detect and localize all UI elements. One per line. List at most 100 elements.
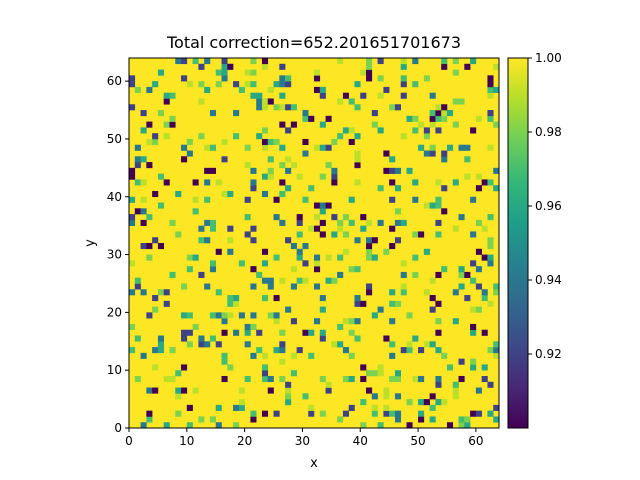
heatmap-cell [296,231,303,238]
heatmap-cell [325,144,332,151]
heatmap-cell [273,81,280,88]
heatmap-cell [169,219,176,226]
heatmap-cell [169,115,176,122]
heatmap-cell [366,283,373,290]
heatmap-cell [192,387,199,394]
heatmap-cell [215,69,222,76]
heatmap-cell [435,271,442,278]
heatmap-cell [186,341,193,348]
heatmap-cell [273,295,280,302]
heatmap-cell [337,323,344,331]
heatmap-cell [446,144,454,151]
heatmap-cell [204,58,211,65]
heatmap-cell [441,185,448,192]
y-tick-label: 50 [107,132,122,146]
heatmap-cell [314,283,321,290]
heatmap-cell [215,312,222,319]
heatmap-cell [325,387,332,394]
y-tick-label: 60 [107,74,122,88]
heatmap-cell [348,375,355,383]
heatmap-cell [400,219,407,226]
heatmap-cell [441,63,448,70]
heatmap-cell [209,110,217,117]
heatmap-cell [157,243,164,250]
heatmap-cell [285,387,292,394]
heatmap-cell [441,352,448,359]
heatmap-cell [337,416,344,423]
heatmap-cell [331,231,338,238]
heatmap-cell [221,75,228,82]
heatmap-cell [458,358,465,365]
heatmap-cell [157,335,164,342]
heatmap-cell [389,179,396,186]
heatmap-cell [250,352,257,359]
heatmap-cell [435,399,442,406]
heatmap-cell [475,306,482,313]
heatmap-cell [129,167,136,174]
heatmap-cell [129,347,136,354]
heatmap-cell [319,295,326,302]
heatmap-cell [360,225,367,232]
heatmap-cell [273,410,280,417]
heatmap-cell [423,248,430,255]
heatmap-cell [157,341,164,348]
heatmap-cell [418,399,425,406]
heatmap-cell [487,243,494,250]
heatmap-cell [394,416,402,423]
heatmap-cell [157,289,164,296]
heatmap-cell [129,104,136,111]
heatmap-cell [134,156,141,163]
heatmap-cell [169,347,176,354]
heatmap-cell [209,416,217,423]
colorbar [507,57,529,429]
heatmap-cell [285,185,292,192]
heatmap-cell [435,300,442,307]
heatmap-cell [157,173,164,180]
heatmap-cell [441,58,448,65]
heatmap-cell [487,300,494,307]
heatmap-cell [429,416,436,423]
colorbar-ticks: 0.92 0.94 0.96 0.98 1.00 [528,51,562,361]
heatmap-cell [354,81,361,88]
heatmap-cell [169,271,176,278]
heatmap-cell [261,375,269,383]
heatmap-cell [267,98,274,105]
heatmap-cell [215,422,222,429]
heatmap-cell [290,162,297,169]
heatmap-cell [140,422,147,429]
heatmap-cell [487,179,494,186]
heatmap-cell [198,237,205,244]
heatmap-cell [331,167,338,174]
heatmap-cell [314,202,321,209]
heatmap-cell [435,375,442,383]
heatmap-cell [464,63,471,70]
heatmap-cell [290,104,297,111]
heatmap-cell [383,86,390,93]
heatmap-cell [308,329,315,336]
heatmap-cell [412,58,419,65]
heatmap-cell [331,214,338,221]
heatmap-cell [441,104,448,111]
heatmap-cell [470,277,477,284]
heatmap-cell [146,410,153,417]
heatmap-cell [383,393,390,400]
heatmap-cell [423,341,430,348]
heatmap-cell [181,144,188,151]
heatmap-cell [435,196,442,203]
heatmap-cell [186,266,193,273]
heatmap-cell [314,86,321,93]
heatmap-cell [441,266,448,273]
heatmap-cell [192,196,199,203]
heatmap-cell [429,295,436,302]
heatmap-cell [389,352,396,359]
heatmap-cell [279,63,286,70]
heatmap-cell [198,416,205,423]
heatmap-cell [325,381,332,388]
heatmap-cell [250,81,257,88]
heatmap-cell [389,375,396,383]
heatmap-cell [233,81,240,88]
heatmap-cell [233,133,240,140]
heatmap-cell [406,167,413,174]
heatmap-cell [233,110,240,117]
heatmap-cell [464,416,471,423]
